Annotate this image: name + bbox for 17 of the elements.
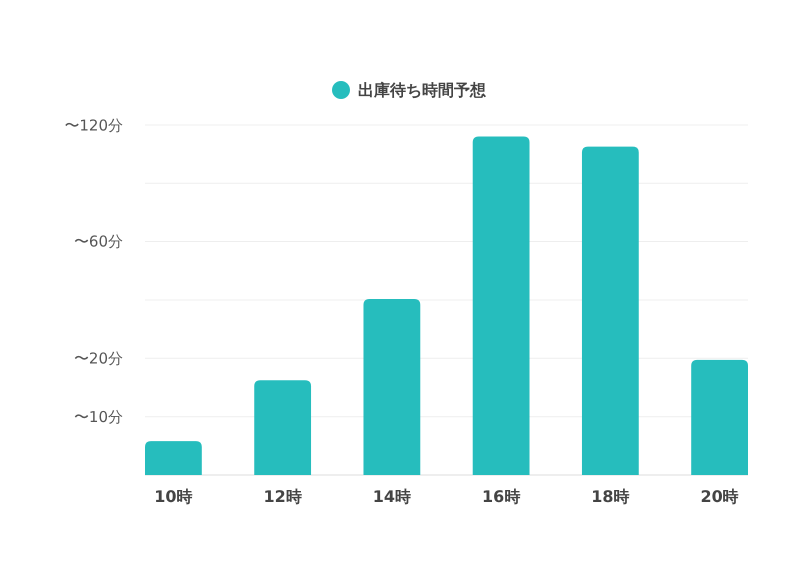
ref-line-label: 〜60分 [74, 232, 123, 251]
bar [363, 298, 420, 475]
bar [254, 380, 312, 475]
x-tick-label: 20時 [700, 487, 739, 506]
bar [582, 146, 639, 475]
bar [145, 441, 202, 475]
legend-label: 出庫待ち時間予想 [358, 80, 487, 100]
bar [472, 136, 530, 475]
x-tick-label: 12時 [264, 487, 302, 506]
ref-line-label: 〜10分 [74, 408, 123, 426]
x-tick-label: 14時 [372, 487, 412, 506]
ref-line-label: 〜20分 [74, 349, 123, 368]
x-tick-label: 18時 [591, 487, 630, 506]
bar [691, 360, 748, 475]
ref-line-label: 〜120分 [64, 116, 123, 134]
x-tick-label: 16時 [482, 487, 520, 506]
x-tick-label: 10時 [154, 487, 193, 506]
